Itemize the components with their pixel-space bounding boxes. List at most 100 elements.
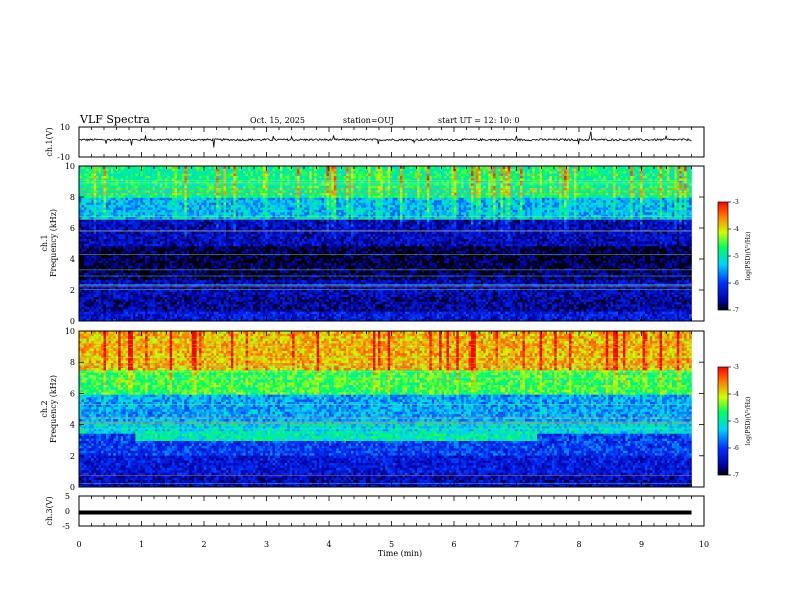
spectrogram-cell <box>441 301 445 305</box>
spectrogram-cell <box>208 272 212 276</box>
spectrogram-cell <box>319 287 322 290</box>
spectrogram-cell <box>684 279 687 283</box>
spectrogram-cell <box>235 311 239 315</box>
spectrogram-cell <box>632 291 636 295</box>
spectrogram-cell <box>573 296 577 300</box>
spectrogram-cell <box>157 274 161 278</box>
spectrogram-cell <box>480 284 484 288</box>
spectrogram-cell <box>627 301 631 305</box>
spectrogram-cell <box>468 289 472 293</box>
spectrogram-cell <box>137 289 141 293</box>
spectrogram-cell <box>475 313 479 317</box>
spectrogram-cell <box>299 313 303 317</box>
spectrogram-cell <box>441 274 445 278</box>
spectrogram-cell <box>338 313 342 317</box>
spectrogram-cell <box>272 313 276 317</box>
spectrogram-cell <box>684 304 687 307</box>
spectrogram-cell <box>559 306 562 310</box>
spectrogram-cell <box>336 279 339 283</box>
spectrogram-cell <box>461 304 464 307</box>
spectrogram-cell <box>382 316 386 319</box>
spectrogram-cell <box>595 299 599 302</box>
spectrogram-cell <box>505 277 509 281</box>
spectrogram-cell <box>664 316 668 319</box>
spectrogram-cell <box>206 282 210 285</box>
spectrogram-cell <box>546 279 550 283</box>
spectrogram-cell <box>172 282 175 285</box>
spectrogram-cell <box>439 284 442 288</box>
spectrogram-cell <box>664 277 668 281</box>
spectrogram-cell <box>191 299 195 302</box>
spectrogram-cell <box>289 308 293 312</box>
spectrogram-cell <box>686 279 690 283</box>
spectrogram-cell <box>101 277 104 281</box>
spectrogram-cell <box>630 308 633 312</box>
spectrogram-cell <box>426 296 430 300</box>
spectrogram-cell <box>363 284 366 288</box>
spectrogram-cell <box>194 274 197 278</box>
spectrogram-cell <box>179 274 183 278</box>
spectrogram-cell <box>123 294 126 298</box>
spectrogram-cell <box>270 294 273 298</box>
spectrogram-cell <box>311 313 315 317</box>
spectrogram-cell <box>216 279 219 283</box>
spectrogram-cell <box>475 284 479 288</box>
spectrogram-cell <box>221 277 224 281</box>
spectrogram-cell <box>346 308 349 312</box>
spectrogram-cell <box>402 291 406 295</box>
spectrogram-cell <box>392 296 396 300</box>
spectrogram-cell <box>279 318 283 322</box>
spectrogram-cell <box>448 299 452 302</box>
spectrogram-cell <box>324 287 327 290</box>
spectrogram-cell <box>488 294 491 298</box>
spectrogram-cell <box>96 272 99 276</box>
spectrogram-cell <box>591 279 594 283</box>
spectrogram-cell <box>142 306 146 310</box>
spectrogram-cell <box>419 304 423 307</box>
spectrogram-cell <box>441 313 445 317</box>
spectrogram-cell <box>429 294 433 298</box>
spectrogram-cell <box>304 299 308 302</box>
spectrogram-cell <box>505 287 509 290</box>
spectrogram-cell <box>632 274 636 278</box>
spectrogram-cell <box>333 274 337 278</box>
spectrogram-cell <box>395 277 398 281</box>
spectrogram-cell <box>81 291 85 295</box>
spectrogram-cell <box>431 284 435 288</box>
spectrogram-cell <box>478 299 482 302</box>
spectrogram-cell <box>517 308 521 312</box>
spectrogram-cell <box>392 313 396 317</box>
spectrogram-cell <box>118 282 121 285</box>
spectrogram-cell <box>235 294 239 298</box>
spectrogram-cell <box>350 296 354 300</box>
spectrogram-cell <box>456 289 460 293</box>
spectrogram-cell <box>598 296 602 300</box>
spectrogram-cell <box>424 277 428 281</box>
spectrogram-cell <box>448 301 452 305</box>
spectrogram-cell <box>91 308 94 312</box>
spectrogram-cell <box>279 316 283 319</box>
spectrogram-cell <box>524 311 528 315</box>
spectrogram-cell <box>336 277 339 281</box>
spectrogram-cell <box>181 282 185 285</box>
spectrogram-cell <box>615 304 619 307</box>
spectrogram-cell <box>154 279 158 283</box>
spectrogram-cell <box>573 274 577 278</box>
spectrogram-cell <box>294 311 298 315</box>
spectrogram-cell <box>549 284 553 288</box>
spectrogram-cell <box>615 316 619 319</box>
spectrogram-cell <box>546 296 550 300</box>
spectrogram-cell <box>520 287 523 290</box>
spectrogram-cell <box>152 306 156 310</box>
spectrogram-cell <box>385 294 388 298</box>
spectrogram-cell <box>635 274 638 278</box>
spectrogram-cell <box>221 301 224 305</box>
spectrogram-cell <box>544 287 548 290</box>
spectrogram-cell <box>382 296 386 300</box>
spectrogram-cell <box>605 306 609 310</box>
spectrogram-cell <box>664 289 668 293</box>
spectrogram-cell <box>235 282 239 285</box>
spectrogram-cell <box>218 318 222 322</box>
spectrogram-cell <box>110 296 114 300</box>
spectrogram-cell <box>608 311 611 315</box>
